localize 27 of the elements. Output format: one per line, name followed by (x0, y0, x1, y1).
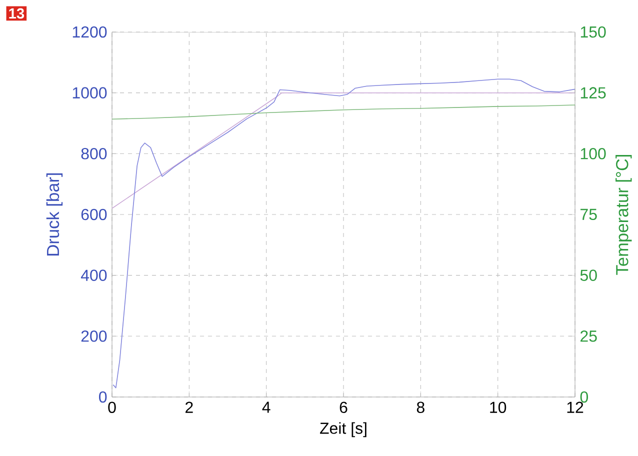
x-tick-label: 2 (186, 402, 193, 413)
y-tick-label: 800 (81, 148, 107, 160)
y-tick-label: 200 (81, 330, 107, 342)
y-tick-label: 0 (99, 391, 107, 403)
y2-tick-label: 125 (580, 87, 606, 98)
y2-tick-label: 50 (580, 270, 597, 281)
y2-axis-title: Temperatur [°C] (616, 154, 632, 275)
y-tick-label: 1200 (72, 26, 107, 38)
x-tick-label: 10 (490, 402, 506, 414)
x-axis-title: Zeit [s] (320, 422, 366, 438)
line-series (112, 104, 575, 120)
x-tick-label: 0 (108, 402, 116, 414)
text: 13 (9, 8, 24, 19)
x-tick-label: 6 (340, 402, 348, 414)
y2-tick-label: 25 (580, 330, 597, 342)
x-tick-label: 8 (416, 402, 424, 414)
y2-tick-label: 75 (580, 208, 597, 220)
y-axis-title: Druck [bar] (46, 173, 63, 256)
x-tick-label: 4 (262, 402, 270, 413)
y2-tick-label: 100 (580, 148, 606, 160)
y2-tick-label: 150 (580, 26, 606, 38)
y-tick-label: 600 (81, 208, 107, 220)
y2-tick-label: 0 (580, 391, 588, 403)
y-tick-label: 1000 (72, 87, 107, 98)
x-tick-label: 12 (567, 402, 584, 413)
line-series (112, 78, 575, 388)
y-tick-label: 400 (80, 270, 107, 281)
